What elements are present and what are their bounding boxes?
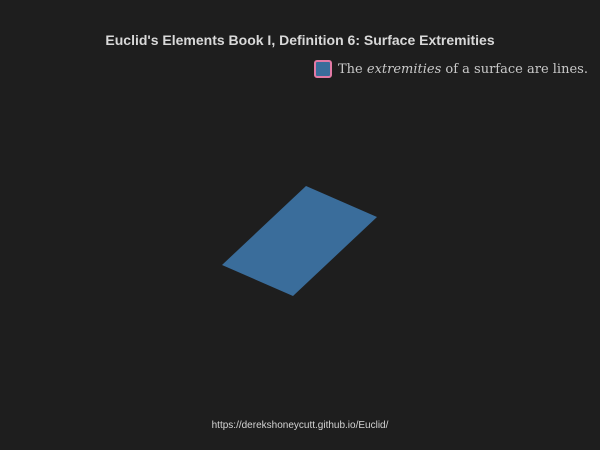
legend-text-prefix: The <box>338 61 367 77</box>
legend-swatch <box>314 60 332 78</box>
footer-url: https://derekshoneycutt.github.io/Euclid… <box>211 420 389 431</box>
legend-text: The extremities of a surface are lines. <box>338 62 588 77</box>
legend-text-suffix: of a surface are lines. <box>441 61 588 77</box>
legend: The extremities of a surface are lines. <box>314 58 588 80</box>
page-title: Euclid's Elements Book I, Definition 6: … <box>105 32 495 48</box>
surface-parallelogram <box>222 186 377 296</box>
legend-text-emphasis: extremities <box>366 61 442 77</box>
